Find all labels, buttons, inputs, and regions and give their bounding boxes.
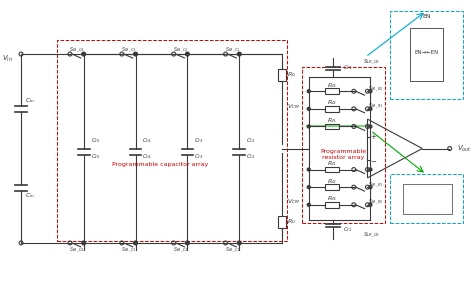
Bar: [326, 88, 339, 94]
Bar: [410, 28, 443, 81]
Text: $R_0$: $R_0$: [287, 217, 296, 226]
Text: $C_{f5}$: $C_{f5}$: [91, 136, 100, 145]
Circle shape: [307, 186, 310, 189]
Bar: [326, 184, 339, 190]
Bar: [302, 67, 385, 223]
Text: $C_{in}$: $C_{in}$: [25, 192, 35, 200]
Circle shape: [307, 108, 310, 110]
Text: $-$: $-$: [370, 157, 377, 163]
Text: $C_{f3}$: $C_{f3}$: [194, 136, 203, 145]
Text: $C_{f1}$: $C_{f1}$: [343, 225, 352, 234]
Text: $R_{f2}$: $R_{f2}$: [327, 177, 337, 186]
Text: $V_{CM}$: $V_{CM}$: [287, 102, 300, 111]
Circle shape: [369, 186, 372, 189]
Text: $R_{f3}$: $R_{f3}$: [327, 81, 337, 90]
Text: $S_{LR\_C0}$: $S_{LR\_C0}$: [363, 58, 380, 66]
Circle shape: [238, 241, 241, 244]
Text: $S_{LR\_C2}$: $S_{LR\_C2}$: [173, 245, 188, 254]
Text: $R_{f1}$: $R_{f1}$: [327, 159, 337, 168]
Text: $S_{LR\_C1}$: $S_{LR\_C1}$: [225, 245, 240, 254]
Bar: [326, 124, 339, 129]
Circle shape: [238, 53, 241, 56]
Circle shape: [369, 203, 372, 206]
Text: $C_{f4}$: $C_{f4}$: [142, 136, 152, 145]
Circle shape: [307, 125, 310, 128]
Circle shape: [369, 168, 372, 171]
Circle shape: [186, 53, 189, 56]
Bar: [390, 174, 464, 223]
Bar: [278, 216, 286, 228]
Text: $C_{f1}$: $C_{f1}$: [343, 63, 352, 72]
Circle shape: [134, 241, 137, 244]
Circle shape: [186, 241, 189, 244]
Text: $C_{in}$: $C_{in}$: [25, 97, 35, 105]
Circle shape: [134, 53, 137, 56]
Circle shape: [369, 90, 372, 93]
Bar: [278, 69, 286, 81]
Text: $C_{f5}$: $C_{f5}$: [91, 152, 100, 161]
Bar: [326, 106, 339, 112]
Circle shape: [82, 241, 85, 244]
Text: $S_{LR\_R2}$: $S_{LR\_R2}$: [368, 198, 384, 206]
Text: $V_{in}$: $V_{in}$: [2, 54, 13, 64]
Bar: [57, 40, 287, 241]
Text: $R_{f2}$: $R_{f2}$: [327, 99, 337, 108]
Text: $S_{LR\_C2}$: $S_{LR\_C2}$: [173, 45, 188, 53]
Circle shape: [82, 53, 85, 56]
Text: $R_{f3}$: $R_{f3}$: [327, 195, 337, 203]
Text: $C_{f2}$: $C_{f2}$: [246, 152, 255, 161]
Text: +: +: [370, 134, 376, 140]
Circle shape: [369, 125, 372, 128]
Text: Programmable capacitor array: Programmable capacitor array: [112, 162, 208, 167]
Text: EN: EN: [422, 14, 430, 19]
Text: $S_{LR\_C3}$: $S_{LR\_C3}$: [121, 45, 137, 53]
Circle shape: [369, 108, 372, 110]
Bar: [390, 11, 464, 99]
Text: $R_{f1}$: $R_{f1}$: [327, 116, 337, 125]
Text: Programmable
resistor array: Programmable resistor array: [320, 149, 366, 160]
Text: $C_{f2}$: $C_{f2}$: [246, 136, 255, 145]
Text: EN→←EN: EN→←EN: [414, 50, 438, 55]
Text: $S_{LR\_C4}$: $S_{LR\_C4}$: [69, 245, 84, 254]
Text: $S_{LR\_C3}$: $S_{LR\_C3}$: [121, 245, 137, 254]
Text: $V_{out}$: $V_{out}$: [456, 143, 472, 154]
Bar: [326, 202, 339, 208]
Text: $S_{LR\_C4}$: $S_{LR\_C4}$: [69, 45, 84, 53]
Text: $C_{f4}$: $C_{f4}$: [142, 152, 152, 161]
Text: $S_{LR\_C0}$: $S_{LR\_C0}$: [363, 231, 380, 239]
Text: $V_{CM}$: $V_{CM}$: [287, 198, 300, 206]
Bar: [403, 184, 452, 214]
Text: $S_{LR\_R1}$: $S_{LR\_R1}$: [368, 180, 384, 189]
Circle shape: [307, 203, 310, 206]
Text: $R_0$: $R_0$: [287, 70, 296, 79]
Circle shape: [307, 90, 310, 93]
Text: $S_{LR\_R2}$: $S_{LR\_R2}$: [368, 84, 384, 93]
Text: $S_{LR\_R1}$: $S_{LR\_R1}$: [368, 102, 384, 110]
Bar: [326, 167, 339, 173]
Text: $C_{f3}$: $C_{f3}$: [194, 152, 203, 161]
Circle shape: [307, 168, 310, 171]
Text: $S_{LR\_C1}$: $S_{LR\_C1}$: [225, 45, 240, 53]
